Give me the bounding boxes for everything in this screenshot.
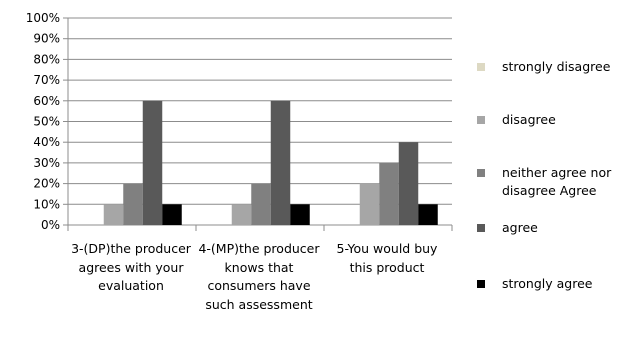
y-tick-label: 100% [26, 11, 60, 25]
legend-swatch-disagree [477, 116, 485, 124]
y-tick-label: 50% [33, 115, 60, 129]
y-tick-label: 40% [33, 135, 60, 149]
legend-label-agree: agree [502, 220, 538, 235]
bar-disagree-1 [103, 204, 124, 225]
y-tick-label: 30% [33, 156, 60, 170]
bar-neither-agree-nor-disagree-agree-3 [379, 162, 399, 225]
bar-agree-3 [398, 142, 419, 225]
legend-swatch-strongly-disagree [477, 63, 485, 71]
bar-neither-agree-nor-disagree-agree-2 [251, 183, 271, 225]
bar-disagree-2 [231, 204, 252, 225]
category-label-2: 4-(MP)the producer knows that consumers … [198, 241, 320, 312]
bar-agree-2 [270, 100, 291, 225]
y-tick-label: 70% [33, 73, 60, 87]
legend-label-neither: neither agree nor disagree Agree [502, 165, 612, 198]
legend-swatch-agree [477, 224, 485, 232]
y-tick-label: 10% [33, 197, 60, 211]
category-label-1: 3-(DP)the producer agrees with your eval… [71, 241, 191, 293]
bar-strongly-agree-3 [418, 204, 438, 225]
bar-neither-agree-nor-disagree-agree-1 [123, 183, 143, 225]
y-tick-label: 0% [41, 218, 60, 232]
bar-disagree-3 [359, 183, 380, 225]
y-tick-label: 90% [33, 32, 60, 46]
legend-label-strongly-agree: strongly agree [502, 276, 593, 291]
y-tick-label: 20% [33, 177, 60, 191]
bar-strongly-agree-1 [162, 204, 182, 225]
legend-label-strongly-disagree: strongly disagree [502, 59, 611, 74]
legend-swatch-neither [477, 169, 485, 177]
legend-swatch-strongly-agree [477, 280, 485, 288]
y-tick-label: 80% [33, 52, 60, 66]
bar-strongly-agree-2 [290, 204, 310, 225]
legend-label-disagree: disagree [502, 112, 556, 127]
y-tick-label: 60% [33, 94, 60, 108]
category-label-3: 5-You would buy this product [336, 241, 438, 275]
bar-agree-1 [142, 100, 163, 225]
